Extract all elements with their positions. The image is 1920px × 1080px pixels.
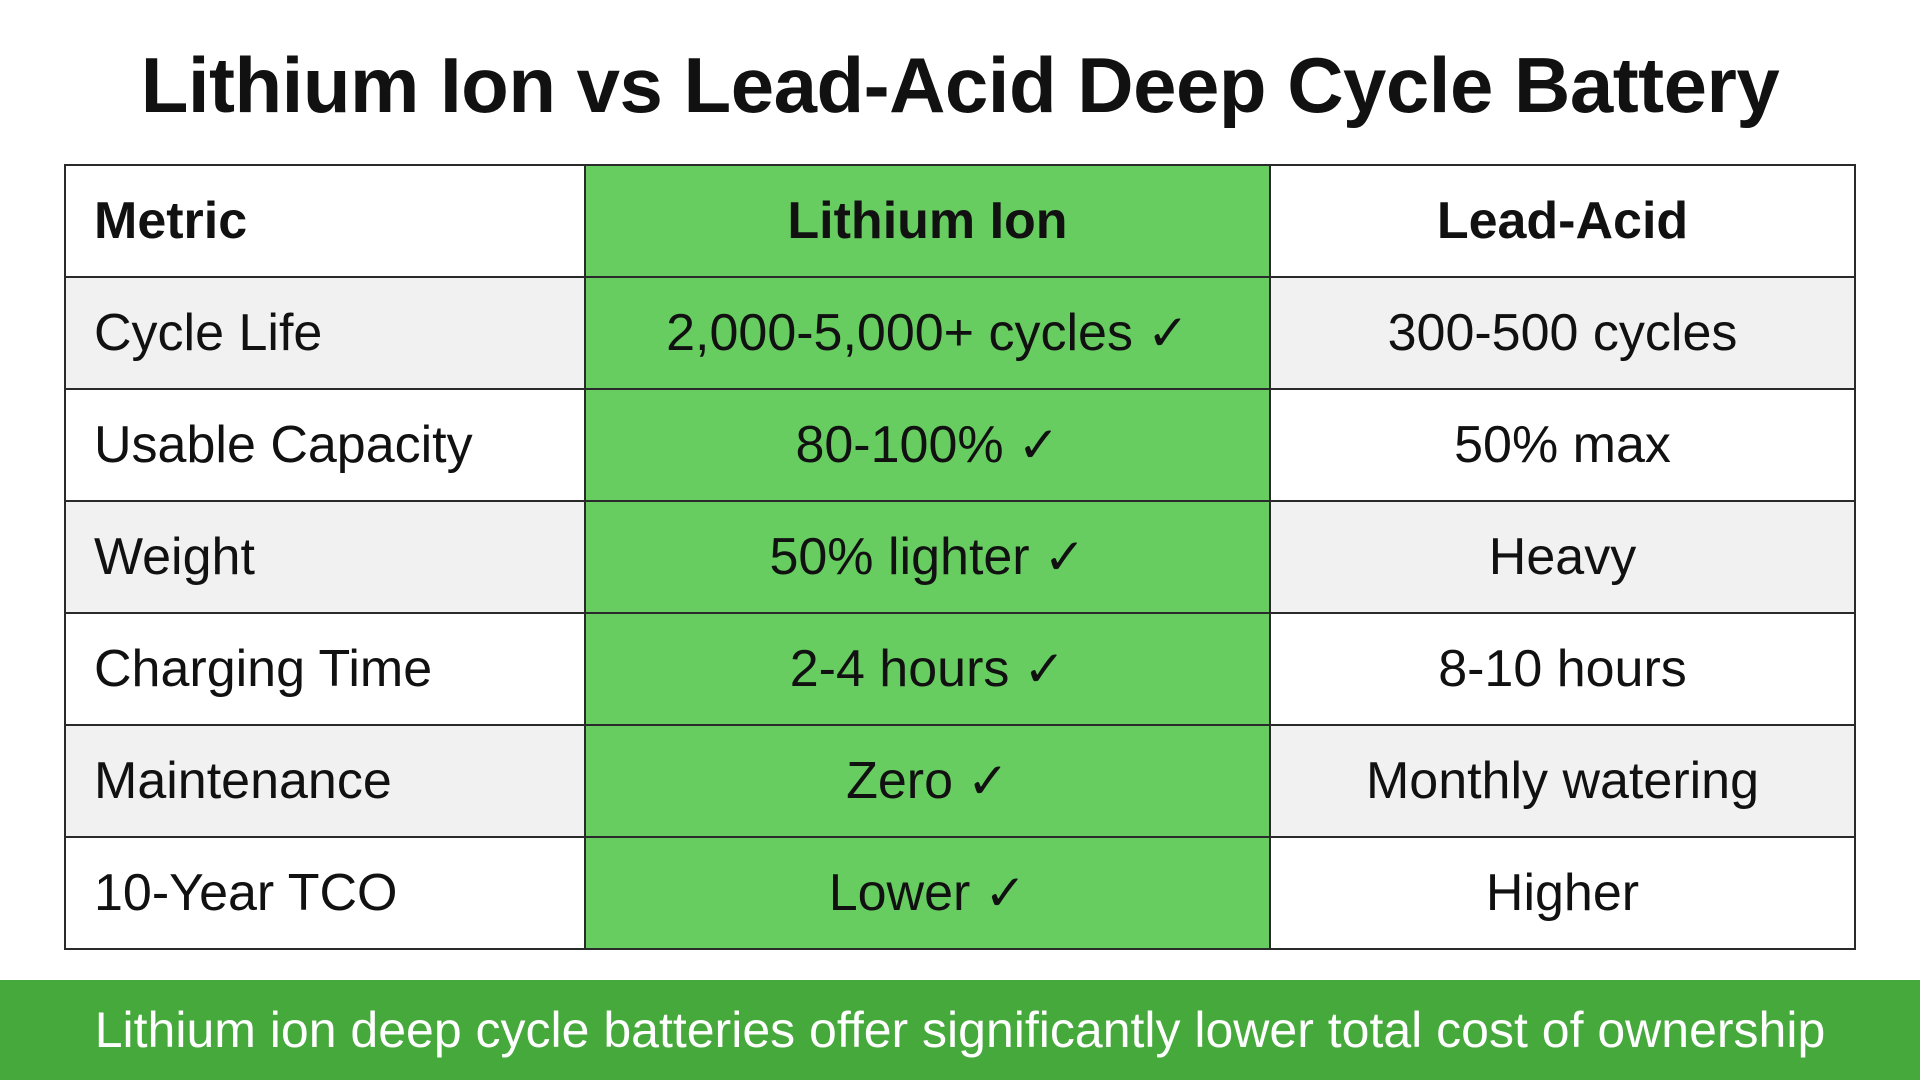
lead-acid-cell: 50% max (1269, 388, 1856, 502)
lithium-ion-value: 2,000-5,000+ cycles (666, 304, 1133, 362)
lead-acid-cell: 8-10 hours (1269, 612, 1856, 726)
lithium-ion-cell: Lower ✓ (584, 836, 1271, 950)
table-row: Cycle Life 2,000-5,000+ cycles ✓ 300-500 cy… (64, 276, 1856, 390)
lithium-ion-value: Zero (846, 752, 953, 810)
table-row: Maintenance Zero ✓ Monthly watering (64, 724, 1856, 838)
metric-cell: Maintenance (64, 724, 586, 838)
check-icon: ✓ (1043, 528, 1086, 586)
lithium-ion-cell: 80-100% ✓ (584, 388, 1271, 502)
header-metric: Metric (64, 164, 586, 278)
metric-cell: Cycle Life (64, 276, 586, 390)
check-icon: ✓ (1017, 416, 1060, 474)
lithium-ion-cell: 2-4 hours ✓ (584, 612, 1271, 726)
check-icon: ✓ (1023, 640, 1066, 698)
lithium-ion-value: 80-100% (795, 416, 1004, 474)
metric-cell: Usable Capacity (64, 388, 586, 502)
lead-acid-cell: Monthly watering (1269, 724, 1856, 838)
lithium-ion-cell: 2,000-5,000+ cycles ✓ (584, 276, 1271, 390)
metric-cell: Charging Time (64, 612, 586, 726)
comparison-table: Metric Lithium Ion Lead-Acid Cycle Life 2… (64, 164, 1856, 950)
check-icon: ✓ (984, 864, 1027, 922)
metric-cell: Weight (64, 500, 586, 614)
header-lead-acid: Lead-Acid (1269, 164, 1856, 278)
header-lithium-ion: Lithium Ion (584, 164, 1271, 278)
table-row: Weight 50% lighter ✓ Heavy (64, 500, 1856, 614)
lithium-ion-cell: Zero ✓ (584, 724, 1271, 838)
metric-cell: 10-Year TCO (64, 836, 586, 950)
lithium-ion-cell: 50% lighter ✓ (584, 500, 1271, 614)
footer-banner: Lithium ion deep cycle batteries offer s… (0, 980, 1920, 1080)
check-icon: ✓ (1146, 304, 1189, 362)
table-row: Charging Time 2-4 hours ✓ 8-10 hours (64, 612, 1856, 726)
footer-text: Lithium ion deep cycle batteries offer s… (94, 1002, 1826, 1058)
lithium-ion-value: Lower (828, 864, 971, 922)
lead-acid-cell: Higher (1269, 836, 1856, 950)
table-body: Cycle Life 2,000-5,000+ cycles ✓ 300-500 cy… (64, 276, 1856, 950)
page-title: Lithium Ion vs Lead-Acid Deep Cycle Batt… (140, 41, 1780, 129)
check-icon: ✓ (967, 752, 1009, 810)
table-header-row: Metric Lithium Ion Lead-Acid (64, 164, 1856, 278)
lead-acid-cell: Heavy (1269, 500, 1856, 614)
lead-acid-cell: 300-500 cycles (1269, 276, 1856, 390)
table-row: 10-Year TCO Lower ✓ Higher (64, 836, 1856, 950)
table-row: Usable Capacity 80-100% ✓ 50% max (64, 388, 1856, 502)
lithium-ion-value: 2-4 hours (789, 640, 1010, 698)
lithium-ion-value: 50% lighter (769, 528, 1030, 586)
